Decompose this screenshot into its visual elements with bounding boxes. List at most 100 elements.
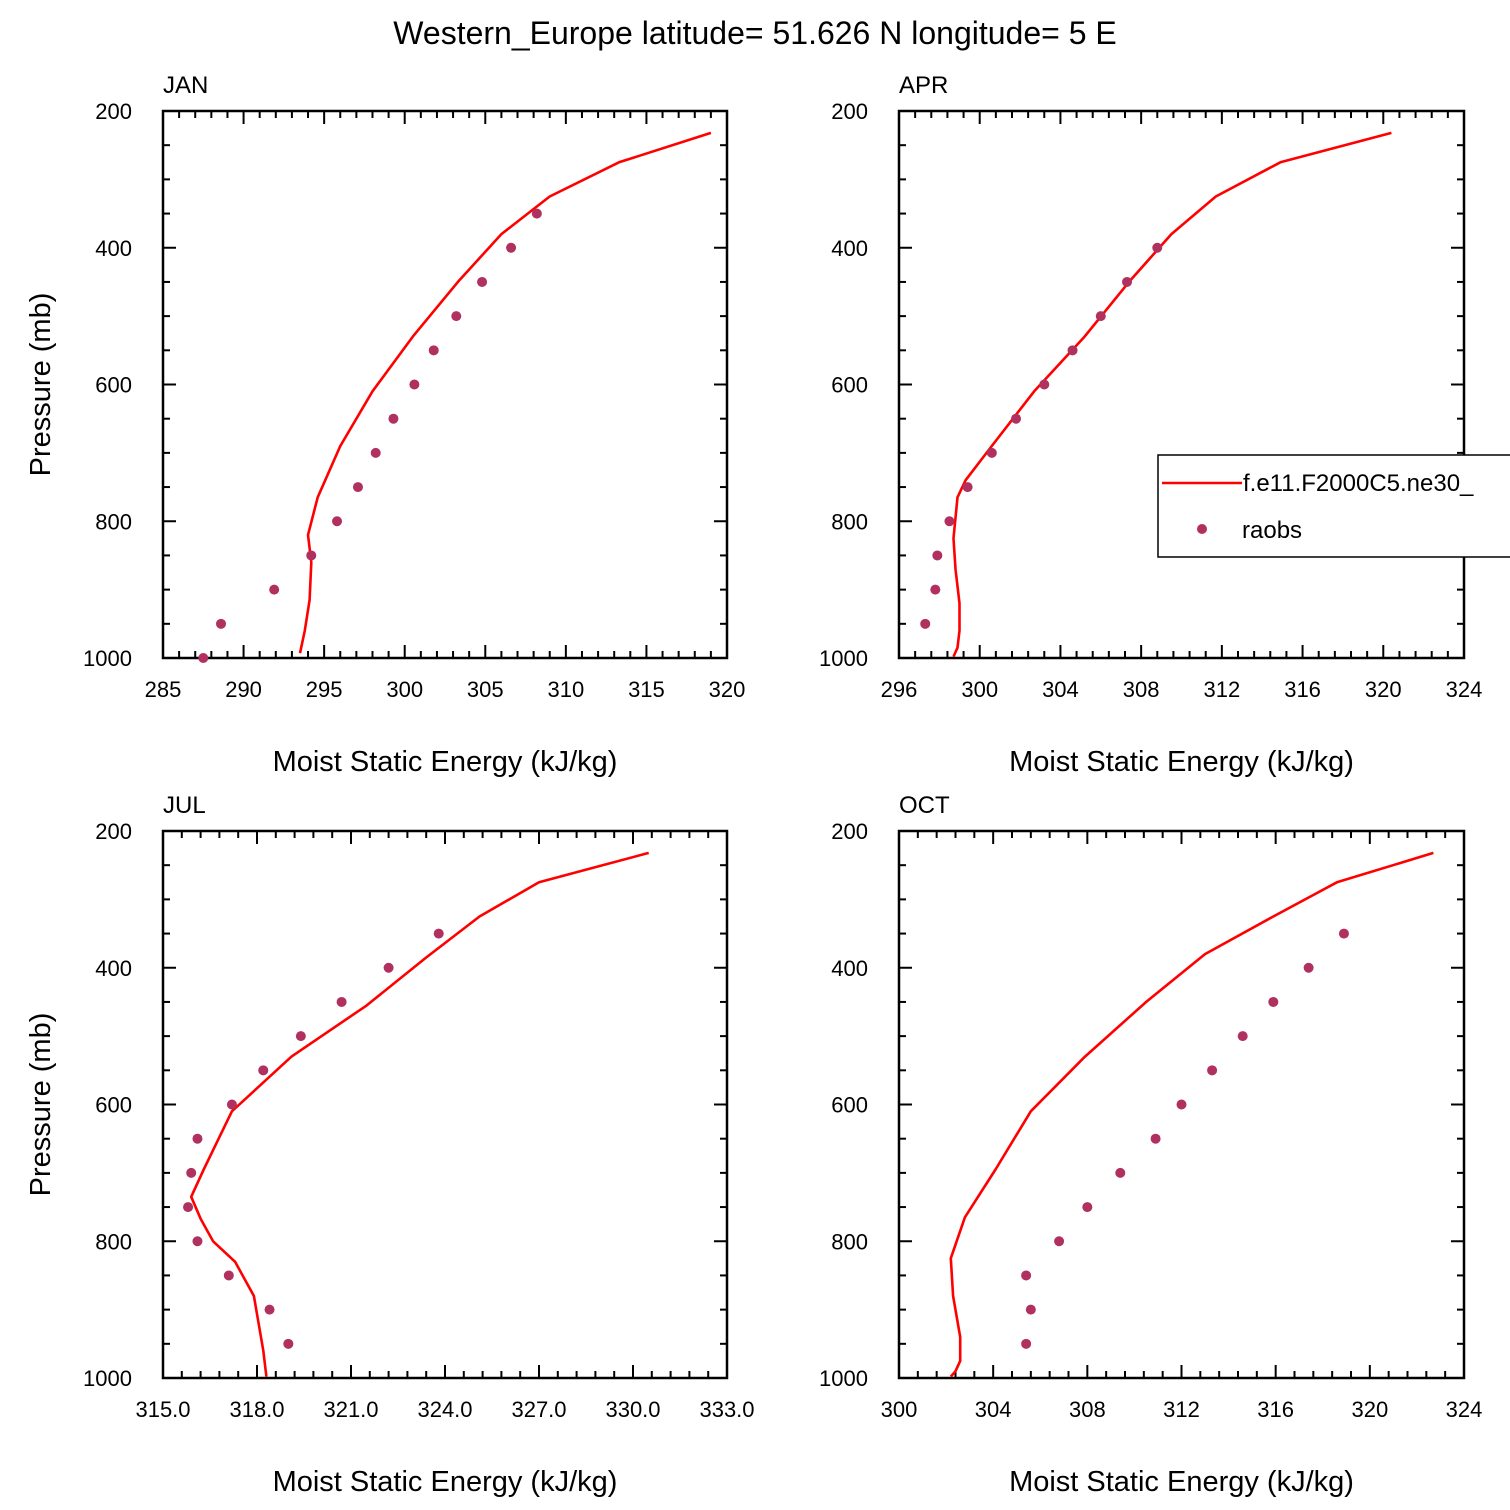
- y-tick-label: 200: [95, 99, 132, 124]
- raobs-point-apr: [1095, 311, 1106, 322]
- y-tick-label: 200: [831, 99, 868, 124]
- y-tick-label: 400: [95, 236, 132, 261]
- raobs-point-jan: [306, 550, 317, 561]
- x-tick-label: 304: [1042, 677, 1079, 702]
- panel-label-apr: APR: [899, 72, 948, 99]
- y-tick-label: 1000: [819, 1366, 868, 1391]
- raobs-point-apr: [1152, 242, 1163, 253]
- y-tick-label: 1000: [83, 646, 132, 671]
- raobs-point-oct: [1207, 1065, 1218, 1076]
- x-tick-label: 312: [1163, 1397, 1200, 1422]
- raobs-point-jul: [192, 1133, 203, 1144]
- x-tick-label: 320: [1365, 677, 1402, 702]
- x-tick-label: 300: [386, 677, 423, 702]
- x-tick-label: 333.0: [699, 1397, 754, 1422]
- raobs-point-oct: [1303, 962, 1314, 973]
- x-tick-label: 300: [961, 677, 998, 702]
- raobs-point-oct: [1338, 928, 1349, 939]
- y-tick-label: 800: [831, 1229, 868, 1254]
- legend: f.e11.F2000C5.ne30_ raobs: [1157, 454, 1510, 558]
- x-tick-label: 315.0: [135, 1397, 190, 1422]
- x-tick-label: 285: [145, 677, 182, 702]
- raobs-point-oct: [1115, 1167, 1126, 1178]
- raobs-point-apr: [986, 447, 997, 458]
- x-tick-label: 310: [547, 677, 584, 702]
- raobs-point-apr: [930, 584, 941, 595]
- raobs-point-jan: [216, 618, 227, 629]
- y-tick-label: 600: [831, 1093, 868, 1118]
- x-tick-label: 330.0: [605, 1397, 660, 1422]
- raobs-point-apr: [1039, 379, 1050, 390]
- y-tick-label: 1000: [819, 646, 868, 671]
- plot-frame-apr: [897, 109, 1466, 660]
- raobs-point-jul: [383, 962, 394, 973]
- x-tick-label: 295: [306, 677, 343, 702]
- panel-jul: JUL 315.0 318.0 321.0 324.0 327.0 330.0 333.0 20…: [25, 792, 755, 1498]
- raobs-point-apr: [962, 482, 973, 493]
- raobs-point-jul: [336, 996, 347, 1007]
- raobs-point-oct: [1176, 1099, 1187, 1110]
- x-tick-label: 324: [1446, 677, 1483, 702]
- x-tick-label: 320: [709, 677, 746, 702]
- raobs-point-jul: [258, 1065, 269, 1076]
- y-axis-label-jan: Pressure (mb): [25, 293, 57, 477]
- x-tick-label: 316: [1257, 1397, 1294, 1422]
- raobs-point-jul: [183, 1202, 194, 1213]
- figure-title: Western_Europe latitude= 51.626 N longit…: [393, 15, 1116, 51]
- raobs-point-oct: [1082, 1202, 1093, 1213]
- model-line-jan: [298, 131, 712, 654]
- x-tick-label: 320: [1351, 1397, 1388, 1422]
- raobs-point-jan: [388, 413, 399, 424]
- legend-model-label: f.e11.F2000C5.ne30_: [1243, 470, 1474, 497]
- panel-jan: JAN 285 290 295 300 305 310 315 320 200 400 600 800 1…: [25, 72, 745, 778]
- raobs-point-apr: [1067, 345, 1078, 356]
- x-tick-label: 308: [1069, 1397, 1106, 1422]
- raobs-point-jan: [477, 276, 488, 287]
- model-line-oct: [949, 851, 1434, 1378]
- raobs-point-oct: [1021, 1270, 1032, 1281]
- raobs-point-apr: [1011, 413, 1022, 424]
- raobs-point-jan: [370, 447, 381, 458]
- raobs-point-oct: [1150, 1133, 1161, 1144]
- y-tick-label: 400: [831, 956, 868, 981]
- raobs-point-oct: [1025, 1304, 1036, 1315]
- panel-oct: OCT 300 304 308 312 316 320 324 200 400 600 800 1000…: [819, 792, 1482, 1498]
- raobs-point-oct: [1237, 1031, 1248, 1042]
- panel-apr: APR 296 300 304 308 312 316 320 324 200 400 600 800 1…: [819, 72, 1482, 778]
- model-line-jul: [189, 851, 650, 1377]
- raobs-point-apr: [932, 550, 943, 561]
- x-tick-label: 290: [225, 677, 262, 702]
- panel-label-jan: JAN: [163, 72, 208, 99]
- raobs-point-oct: [1021, 1338, 1032, 1349]
- x-tick-label: 327.0: [511, 1397, 566, 1422]
- y-tick-label: 1000: [83, 1366, 132, 1391]
- y-tick-label: 600: [95, 1093, 132, 1118]
- raobs-point-apr: [1122, 276, 1133, 287]
- raobs-point-jul: [283, 1338, 294, 1349]
- x-tick-label: 316: [1284, 677, 1321, 702]
- y-axis-label-jul: Pressure (mb): [25, 1013, 57, 1197]
- panel-label-jul: JUL: [163, 792, 206, 819]
- y-tick-label: 800: [95, 1229, 132, 1254]
- x-tick-label: 305: [467, 677, 504, 702]
- plot-frame-jul: [161, 829, 729, 1380]
- raobs-point-jan: [198, 653, 209, 663]
- x-tick-label: 312: [1203, 677, 1240, 702]
- raobs-point-jul: [223, 1270, 234, 1281]
- y-tick-label: 200: [95, 819, 132, 844]
- x-tick-label: 324: [1446, 1397, 1483, 1422]
- raobs-point-jan: [451, 311, 462, 322]
- x-tick-label: 324.0: [417, 1397, 472, 1422]
- raobs-point-jul: [192, 1236, 203, 1247]
- x-axis-label-oct: Moist Static Energy (kJ/kg): [1009, 1466, 1354, 1498]
- model-line-apr: [952, 131, 1392, 658]
- y-tick-label: 200: [831, 819, 868, 844]
- raobs-point-oct: [1054, 1236, 1065, 1247]
- legend-point-swatch: [1197, 524, 1207, 534]
- x-tick-label: 321.0: [323, 1397, 378, 1422]
- raobs-point-jan: [409, 379, 420, 390]
- raobs-point-jul: [186, 1167, 197, 1178]
- raobs-point-jan: [506, 242, 517, 253]
- x-tick-label: 318.0: [229, 1397, 284, 1422]
